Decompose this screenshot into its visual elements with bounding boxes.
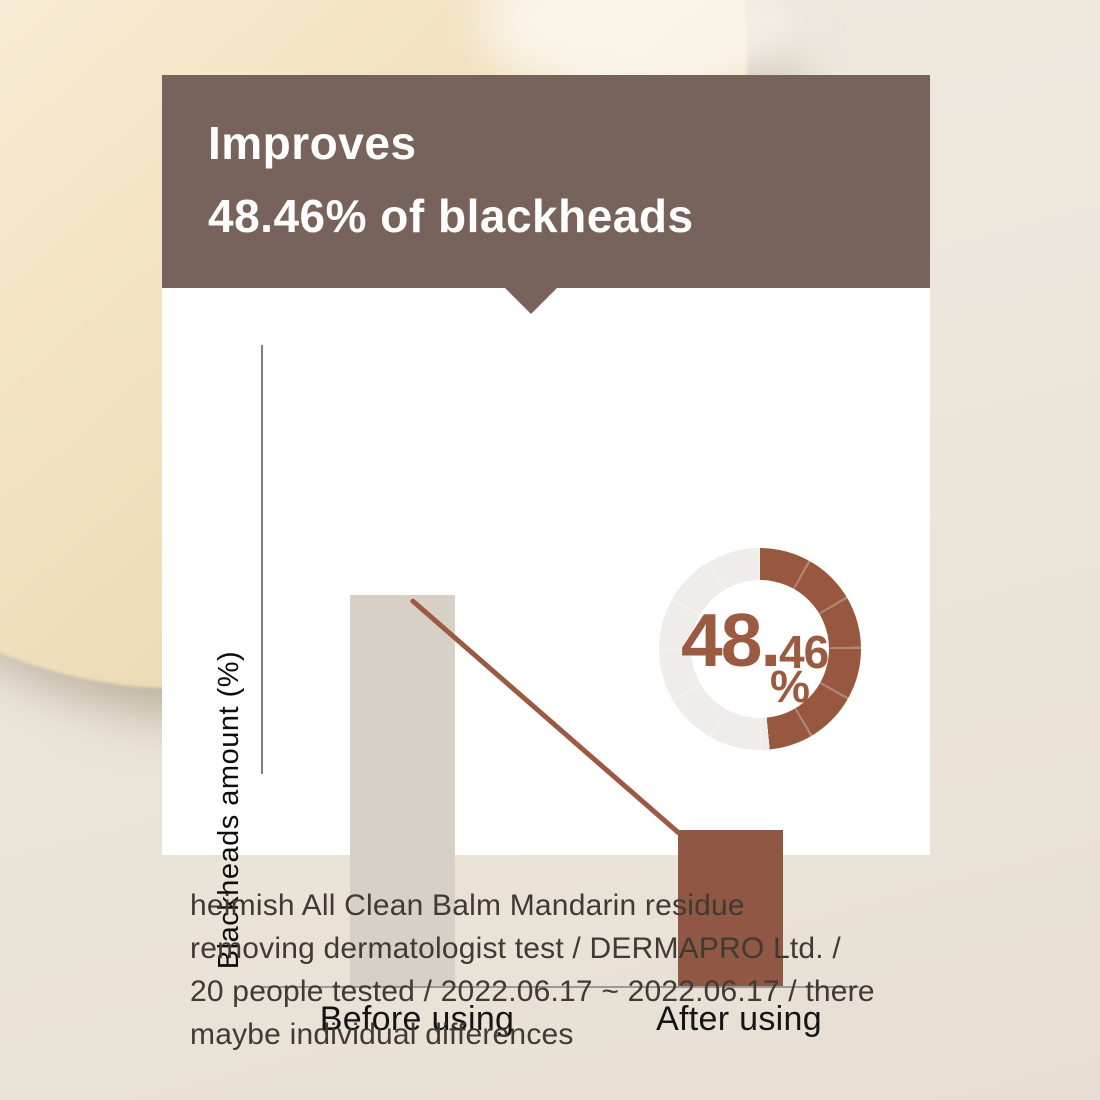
banner-title: Improves 48.46% of blackheads [208,107,694,253]
category-label-before: Before using [319,1000,515,1038]
banner-title-line2: 48.46% of blackheads [208,190,694,242]
disclaimer-line: removing dermatologist test / DERMAPRO L… [190,932,841,965]
bar-after-using [678,829,783,986]
disclaimer-line: maybe individual differences [190,1018,574,1051]
donut-value-decimal: 46 [779,626,829,678]
title-banner: Improves 48.46% of blackheads [162,75,930,288]
bar-chart: Blackheads amount (%) 48. 46 % Before us… [162,288,930,1038]
disclaimer-text: heimish All Clean Balm Mandarin residue … [190,884,930,1056]
y-axis-line [261,345,263,774]
donut-percent-sign: % [770,661,811,712]
chart-card: Improves 48.46% of blackheads Blackheads… [162,75,930,1038]
donut-progress-ring: 48. 46 % [659,548,861,750]
donut-value: 48. 46 % [659,548,861,750]
banner-title-line1: Improves [208,117,417,169]
donut-value-main: 48. [681,598,781,682]
category-label-after: After using [656,1000,822,1038]
x-axis-line [261,986,859,988]
disclaimer-line: 20 people tested / 2022.06.17 ~ 2022.06.… [190,975,875,1008]
donut-hole [691,580,829,718]
disclaimer-line: heimish All Clean Balm Mandarin residue [190,889,745,922]
banner-pointer-triangle [505,288,557,314]
bar-before-using [350,595,455,986]
